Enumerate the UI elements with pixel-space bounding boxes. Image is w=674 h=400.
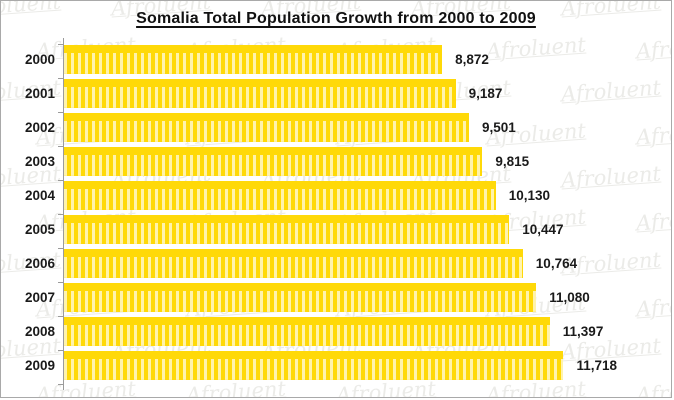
bar-track: 9,815: [64, 147, 665, 176]
value-label: 9,501: [481, 120, 516, 135]
category-label: 2008: [24, 324, 55, 339]
bar-track: 11,080: [64, 283, 665, 312]
bar-track: 8,872: [64, 45, 665, 74]
chart-title: Somalia Total Population Growth from 200…: [136, 10, 536, 27]
axis-tick: [58, 146, 64, 147]
value-label: 10,130: [508, 188, 551, 203]
category-label: 2007: [24, 290, 55, 305]
bar-track: 11,397: [64, 317, 665, 346]
value-label: 8,872: [455, 52, 489, 67]
value-label: 10,447: [522, 222, 564, 237]
bar: [64, 45, 443, 74]
axis-tick: [58, 282, 64, 283]
bar-track: 9,501: [64, 113, 665, 142]
bar: [64, 147, 483, 176]
axis-tick: [58, 350, 64, 351]
bar-track: 10,130: [64, 181, 665, 210]
chart-rows: 2000 8,872 2001 9,187 2002 9,501 2003 9,815 2004…: [9, 45, 665, 385]
category-label: 2002: [24, 120, 55, 135]
category-label: 2005: [24, 222, 55, 237]
value-label: 11,080: [549, 290, 590, 305]
bar-track: 11,718: [64, 351, 665, 380]
value-label: 10,764: [535, 256, 578, 271]
axis-tick: [58, 78, 64, 79]
bar: [64, 181, 496, 210]
bar-chart: 2000 8,872 2001 9,187 2002 9,501 2003 9,815 2004…: [9, 38, 665, 390]
chart-row: 2009 11,718: [9, 351, 665, 385]
bar: [64, 113, 469, 142]
axis-tick: [58, 248, 64, 249]
chart-row: 2003 9,815: [9, 147, 665, 181]
category-label: 2003: [24, 154, 55, 169]
category-label: 2009: [24, 358, 55, 373]
bar: [64, 351, 564, 380]
bar-track: 10,764: [64, 249, 665, 278]
chart-row: 2002 9,501: [9, 113, 665, 147]
chart-row: 2005 10,447: [9, 215, 665, 249]
axis-tick: [58, 44, 64, 45]
axis-tick: [58, 180, 64, 181]
value-label: 9,187: [468, 86, 503, 101]
bar: [64, 215, 510, 244]
value-label: 11,397: [562, 324, 604, 339]
axis-tick: [58, 384, 64, 385]
axis-tick: [58, 214, 64, 215]
chart-row: 2008 11,397: [9, 317, 665, 351]
category-label: 2001: [24, 86, 55, 101]
bar-track: 10,447: [64, 215, 665, 244]
value-label: 11,718: [576, 358, 618, 373]
axis-tick: [58, 112, 64, 113]
chart-row: 2000 8,872: [9, 45, 665, 79]
chart-row: 2004 10,130: [9, 181, 665, 215]
bar: [64, 283, 537, 312]
bar: [64, 249, 523, 278]
category-label: 2006: [24, 256, 55, 271]
bar-track: 9,187: [64, 79, 665, 108]
chart-row: 2001 9,187: [9, 79, 665, 113]
category-label: 2004: [24, 188, 55, 203]
bar: [64, 79, 456, 108]
chart-row: 2007 11,080: [9, 283, 665, 317]
chart-row: 2006 10,764: [9, 249, 665, 283]
value-label: 9,815: [495, 154, 530, 169]
category-label: 2000: [24, 52, 55, 67]
axis-tick: [58, 316, 64, 317]
bar: [64, 317, 550, 346]
